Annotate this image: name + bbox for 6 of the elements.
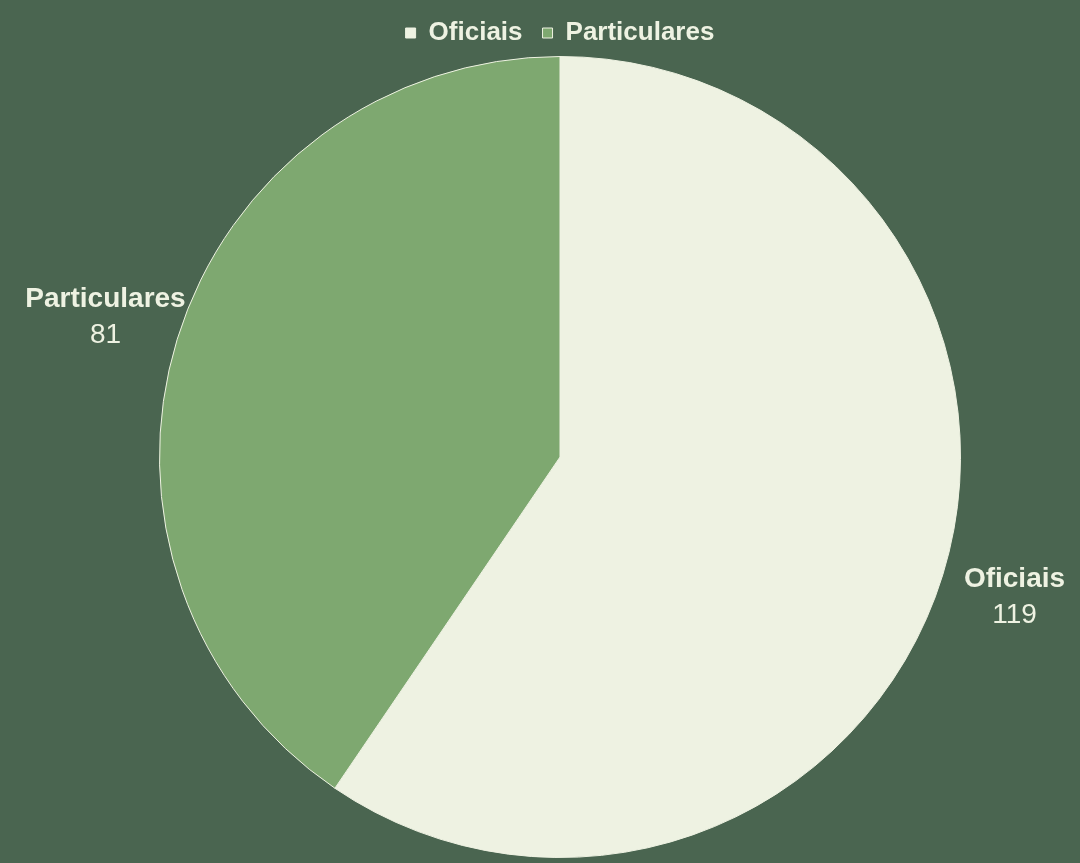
legend-label: Particulares: [565, 16, 715, 47]
legend-label: Oficiais: [428, 16, 523, 47]
slice-label: Particulares: [25, 281, 186, 313]
data-label: 81: [89, 317, 122, 349]
data-label: 119: [992, 597, 1037, 629]
slice-label: Oficiais: [963, 561, 1066, 593]
